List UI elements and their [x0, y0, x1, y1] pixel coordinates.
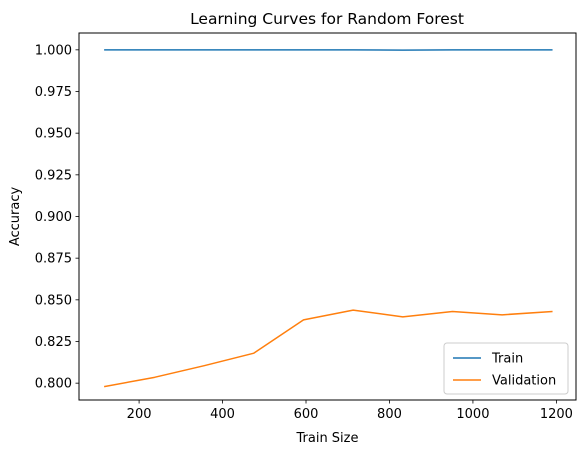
y-axis-ticks: 0.800 0.825 0.850 0.875 0.900 0.925 0.950 0.975… — [35, 43, 79, 392]
y-axis-label: Accuracy — [8, 187, 23, 247]
x-tick-label: 200 — [127, 407, 152, 422]
x-tick-label: 800 — [377, 407, 402, 422]
y-tick-label: 0.850 — [35, 293, 72, 308]
y-tick-label: 0.950 — [35, 127, 72, 142]
x-tick-label: 1000 — [456, 407, 489, 422]
y-tick-label: 0.800 — [35, 377, 72, 392]
legend-label-train: Train — [491, 352, 523, 367]
y-tick-label: 0.925 — [35, 168, 72, 183]
y-tick-label: 0.825 — [35, 335, 72, 350]
y-tick-label: 0.875 — [35, 252, 72, 267]
x-tick-label: 600 — [294, 407, 319, 422]
plot-frame — [78, 32, 577, 401]
x-axis-ticks: 200 400 600 800 1000 1200 — [127, 400, 573, 422]
chart-title: Learning Curves for Random Forest — [190, 10, 464, 28]
legend: Train Validation — [443, 342, 569, 395]
x-axis-label: Train Size — [295, 431, 358, 446]
legend-label-validation: Validation — [492, 374, 556, 389]
y-tick-label: 1.000 — [35, 43, 72, 58]
x-tick-label: 1200 — [540, 407, 573, 422]
x-tick-label: 400 — [210, 407, 235, 422]
series-line-validation — [103, 309, 553, 388]
legend-box — [443, 342, 569, 395]
y-tick-label: 0.900 — [35, 210, 72, 225]
y-tick-label: 0.975 — [35, 85, 72, 100]
series-layer — [103, 49, 553, 388]
